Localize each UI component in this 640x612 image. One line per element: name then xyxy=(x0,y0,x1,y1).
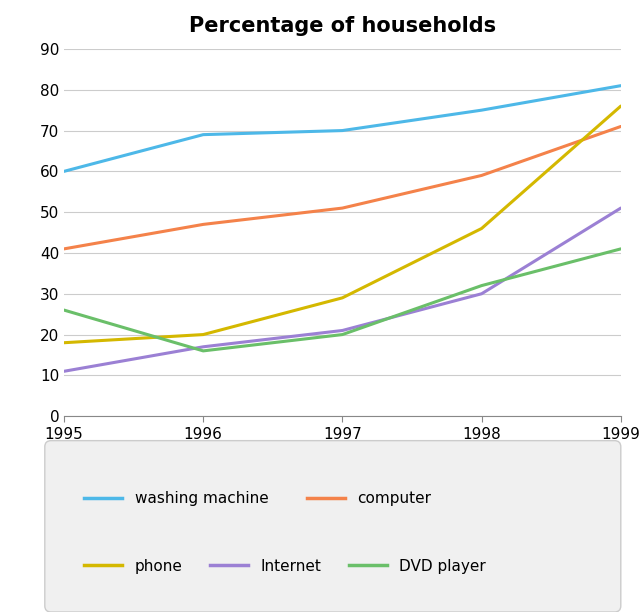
Title: Percentage of households: Percentage of households xyxy=(189,17,496,36)
Legend: phone, Internet, DVD player: phone, Internet, DVD player xyxy=(78,553,492,580)
Legend: washing machine, computer: washing machine, computer xyxy=(78,485,437,513)
